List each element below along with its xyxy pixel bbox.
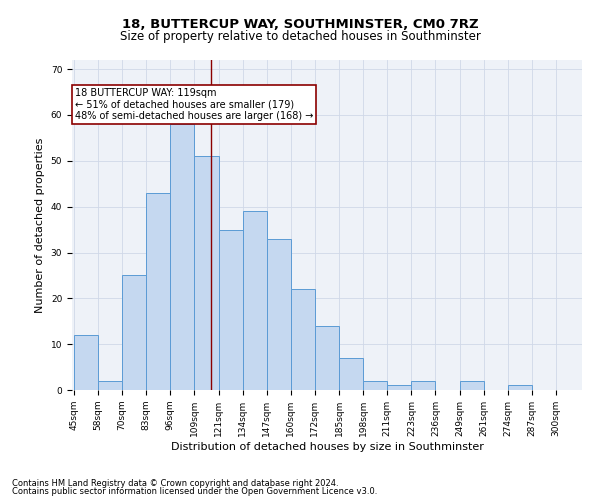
Bar — [74, 335, 98, 390]
Bar — [315, 326, 339, 390]
Bar — [267, 239, 291, 390]
Bar — [460, 381, 484, 390]
Y-axis label: Number of detached properties: Number of detached properties — [35, 138, 45, 312]
Text: Contains HM Land Registry data © Crown copyright and database right 2024.: Contains HM Land Registry data © Crown c… — [12, 478, 338, 488]
Text: 18, BUTTERCUP WAY, SOUTHMINSTER, CM0 7RZ: 18, BUTTERCUP WAY, SOUTHMINSTER, CM0 7RZ — [122, 18, 478, 30]
Bar — [122, 276, 146, 390]
Bar — [146, 193, 170, 390]
Bar — [218, 230, 242, 390]
Bar — [170, 124, 194, 390]
Bar — [412, 381, 436, 390]
Bar — [387, 386, 412, 390]
Bar — [242, 211, 267, 390]
Bar — [98, 381, 122, 390]
Bar — [194, 156, 218, 390]
X-axis label: Distribution of detached houses by size in Southminster: Distribution of detached houses by size … — [170, 442, 484, 452]
Bar — [363, 381, 387, 390]
Bar — [291, 289, 315, 390]
Text: 18 BUTTERCUP WAY: 119sqm
← 51% of detached houses are smaller (179)
48% of semi-: 18 BUTTERCUP WAY: 119sqm ← 51% of detach… — [75, 88, 313, 120]
Bar — [339, 358, 363, 390]
Bar — [508, 386, 532, 390]
Text: Size of property relative to detached houses in Southminster: Size of property relative to detached ho… — [119, 30, 481, 43]
Text: Contains public sector information licensed under the Open Government Licence v3: Contains public sector information licen… — [12, 487, 377, 496]
